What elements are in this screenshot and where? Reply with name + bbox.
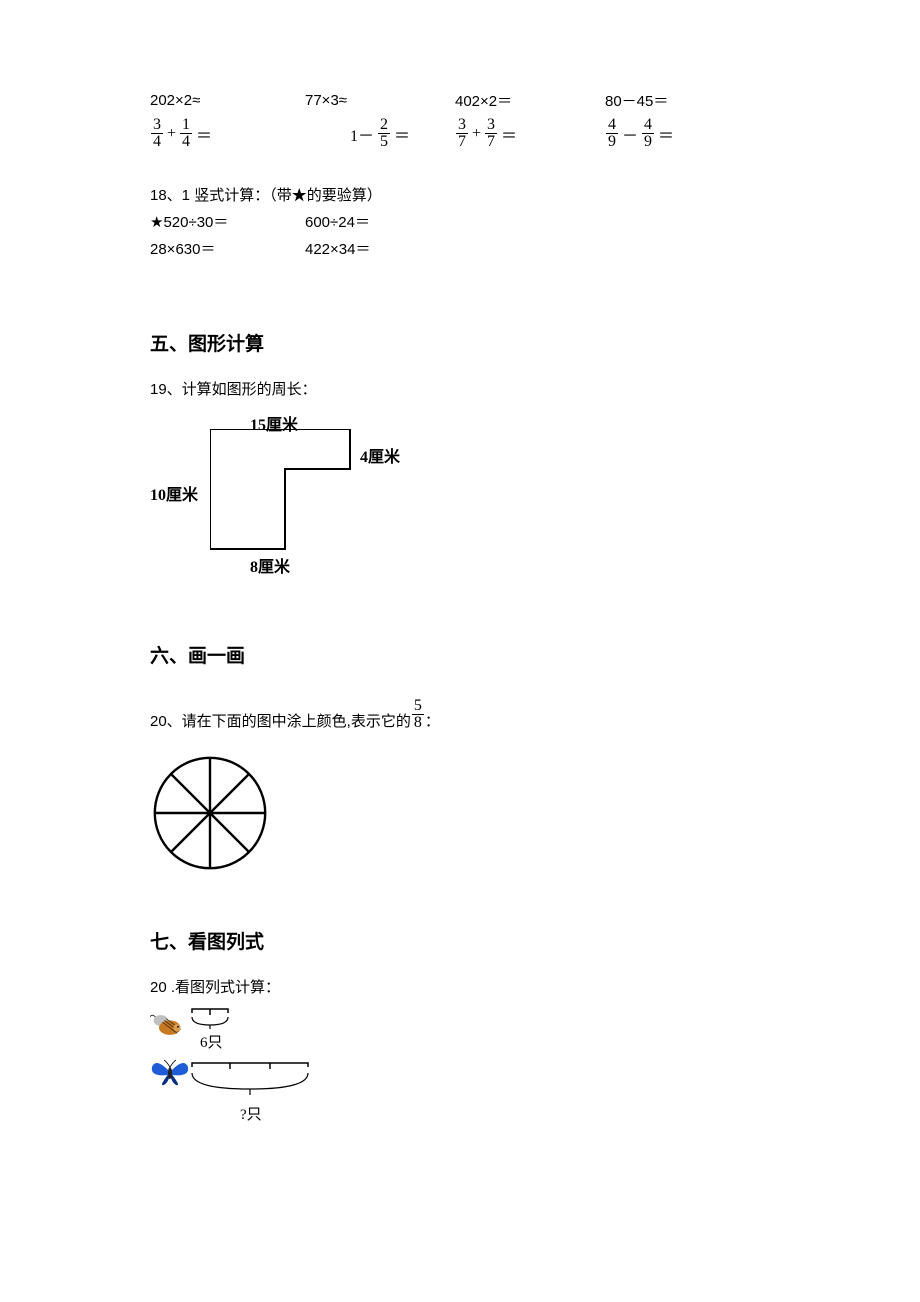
denominator: 9 [606,133,618,150]
numerator: 5 [412,698,424,714]
bee-icon [150,1011,186,1039]
denominator: 7 [456,133,468,150]
numerator: 2 [378,117,390,133]
arith-cell: 402×2＝ [455,90,605,111]
fraction: 4 9 [606,117,618,150]
equals: ＝ [655,122,677,146]
numerator: 1 [180,117,192,133]
fraction: 2 5 [378,117,390,150]
label-8cm: 8厘米 [250,553,290,577]
equals: ＝ [391,122,413,146]
numerator: 3 [485,117,497,133]
label-6: 6只 [200,1031,223,1052]
numerator: 3 [456,117,468,133]
equals: ＝ [498,122,520,146]
q20a-post: ： [425,710,440,731]
l-shape-icon [210,429,360,554]
frac-cell: 1－ 2 5 ＝ [305,117,455,150]
denominator: 5 [378,133,390,150]
denominator: 9 [642,133,654,150]
frac-cell: 4 9 － 4 9 ＝ [605,117,755,150]
frac-cell: 3 7 + 3 7 ＝ [455,117,605,150]
denominator: 7 [485,133,497,150]
l-shape-figure: 15厘米 4厘米 10厘米 8厘米 [150,411,410,581]
section-5-heading: 五、图形计算 [150,329,780,356]
prefix: 1－ [347,122,377,146]
circle-8-slices-icon [150,753,270,873]
arith-row-1: 202×2≈ 77×3≈ 402×2＝ 80－45＝ [150,90,780,111]
fraction: 1 4 [180,117,192,150]
q18-cell: ★520÷30＝ [150,211,305,232]
denominator: 4 [180,133,192,150]
q20b-figure: 6只 ?只 [150,1007,350,1137]
label-10cm: 10厘米 [150,481,198,505]
q18-row1: ★520÷30＝ 600÷24＝ [150,211,780,232]
q18-cell: 28×630＝ [150,238,305,259]
section-6-heading: 六、画一画 [150,641,780,668]
arith-cell: 80－45＝ [605,90,755,111]
frac-row: 3 4 + 1 4 ＝ 1－ 2 5 ＝ 3 7 + 3 [150,117,780,150]
fraction-5-8: 5 8 [412,698,424,731]
denominator: 4 [151,133,163,150]
fraction: 3 4 [151,117,163,150]
q18-row2: 28×630＝ 422×34＝ [150,238,780,259]
fraction: 3 7 [456,117,468,150]
butterfly-icon [150,1057,190,1087]
numerator: 4 [606,117,618,133]
q18-cell: 600÷24＝ [305,211,455,232]
arith-cell: 77×3≈ [305,90,455,111]
operator: + [164,125,179,143]
equals: ＝ [193,122,215,146]
operator: + [469,125,484,143]
frac-cell: 3 4 + 1 4 ＝ [150,117,305,150]
operator: － [619,122,641,146]
q19-title: 19、计算如图形的周长： [150,378,780,399]
q20a-title: 20、请在下面的图中涂上颜色,表示它的 5 8 ： [150,698,780,731]
fraction: 4 9 [642,117,654,150]
page: 202×2≈ 77×3≈ 402×2＝ 80－45＝ 3 4 + 1 4 ＝ 1… [0,0,920,1197]
numerator: 4 [642,117,654,133]
numerator: 3 [151,117,163,133]
section-7-heading: 七、看图列式 [150,927,780,954]
q20b-title: 20 .看图列式计算： [150,976,780,997]
denominator: 8 [412,714,424,731]
q18-cell: 422×34＝ [305,238,455,259]
label-question: ?只 [240,1103,262,1124]
label-4cm: 4厘米 [360,443,400,467]
arith-cell: 202×2≈ [150,90,305,111]
q18-title: 18、1 竖式计算：（带★的要验算） [150,184,780,205]
fraction: 3 7 [485,117,497,150]
q20a-pre: 20、请在下面的图中涂上颜色,表示它的 [150,710,411,731]
